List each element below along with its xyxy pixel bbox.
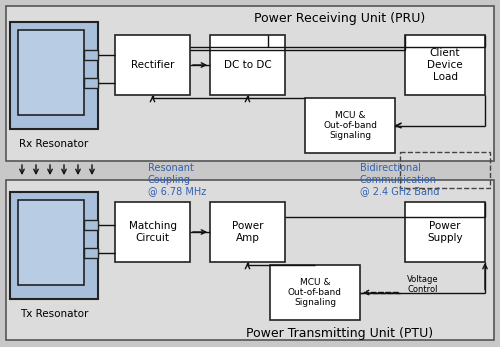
Bar <box>84 78 98 88</box>
Bar <box>84 50 98 60</box>
Bar <box>18 200 84 285</box>
Text: Client
Device
Load: Client Device Load <box>427 48 463 82</box>
Bar <box>10 22 98 129</box>
Text: Matching
Circuit: Matching Circuit <box>128 221 176 243</box>
Text: MCU &
Out-of-band
Signaling: MCU & Out-of-band Signaling <box>323 111 377 141</box>
Text: Rx Resonator: Rx Resonator <box>20 139 88 149</box>
Bar <box>305 98 395 153</box>
Bar <box>115 35 190 95</box>
Bar <box>84 248 98 258</box>
Bar <box>405 35 485 95</box>
Bar <box>210 202 285 262</box>
Bar <box>115 202 190 262</box>
Text: Power
Supply: Power Supply <box>427 221 463 243</box>
Text: MCU &
Out-of-band
Signaling: MCU & Out-of-band Signaling <box>288 278 342 307</box>
Text: Tx Resonator: Tx Resonator <box>20 309 88 319</box>
Text: Power Receiving Unit (PRU): Power Receiving Unit (PRU) <box>254 11 426 25</box>
Text: Voltage
Control: Voltage Control <box>406 275 438 294</box>
Bar <box>400 152 490 188</box>
Text: Power
Amp: Power Amp <box>232 221 263 243</box>
Bar <box>10 192 98 299</box>
Bar <box>405 202 485 262</box>
Bar <box>270 265 360 320</box>
Text: Bidirectional
Communication
@ 2.4 GHz Band: Bidirectional Communication @ 2.4 GHz Ba… <box>360 163 440 196</box>
Text: Rectifier: Rectifier <box>131 60 174 70</box>
Text: Resonant
Coupling
@ 6.78 MHz: Resonant Coupling @ 6.78 MHz <box>148 163 206 196</box>
Text: DC to DC: DC to DC <box>224 60 272 70</box>
Bar <box>84 220 98 230</box>
Text: Power Transmitting Unit (PTU): Power Transmitting Unit (PTU) <box>246 327 434 339</box>
Bar <box>6 6 494 161</box>
Bar <box>6 180 494 340</box>
Bar <box>18 30 84 115</box>
Bar <box>210 35 285 95</box>
